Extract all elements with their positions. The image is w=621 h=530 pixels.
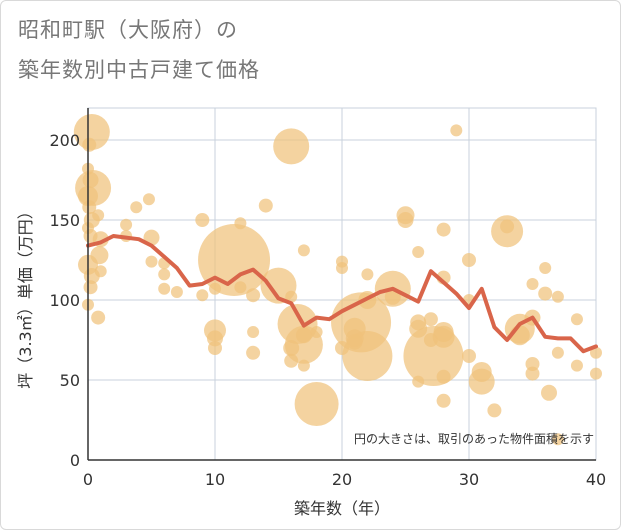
y-axis-label: 坪（3.3㎡）単価（万円）: [16, 203, 35, 388]
bubble-point: [142, 193, 155, 206]
y-tick-label: 50: [60, 371, 80, 390]
bubble-point: [234, 281, 247, 294]
bubble-point: [551, 433, 564, 446]
bubble-point: [436, 222, 451, 237]
bubble-point: [130, 201, 143, 214]
bubble-point: [73, 114, 110, 150]
bubble-point: [462, 253, 476, 267]
bubble-point: [590, 346, 602, 359]
bubble-point: [158, 282, 171, 295]
axes: 0 10 20 30 40 0 50 100 150 200: [49, 108, 606, 489]
bubble-point: [145, 255, 158, 268]
bubble-point: [450, 124, 463, 137]
bubble-point: [247, 326, 260, 338]
bubble-point: [195, 213, 210, 227]
bubble-point: [208, 341, 222, 355]
bubble-point: [590, 367, 602, 380]
bubble-point: [285, 290, 298, 303]
bubble-point: [491, 215, 524, 248]
bubble-point: [412, 246, 425, 258]
bubble-point: [342, 331, 393, 381]
bubble-point: [120, 218, 133, 231]
bubble-point: [94, 265, 107, 278]
bubble-point: [551, 346, 564, 359]
bubble-point: [196, 289, 209, 302]
bubble-point: [525, 357, 540, 371]
bubble-point: [170, 286, 183, 298]
chart-title-line-1: 昭和町駅（大阪府）の: [18, 18, 238, 42]
bubble-point: [551, 290, 564, 303]
bubble-point: [432, 325, 455, 348]
x-axis-label: 築年数（年）: [294, 499, 390, 518]
y-tick-label: 200: [49, 131, 80, 150]
bubble-point: [294, 382, 339, 426]
bubbles: [73, 114, 602, 446]
bubble-point: [423, 312, 438, 327]
y-tick-label: 100: [49, 291, 80, 310]
bubble-point: [487, 403, 502, 418]
x-tick-label: 0: [83, 470, 93, 489]
bubble-point: [570, 359, 583, 372]
bubble-point: [310, 326, 323, 338]
bubble-point: [539, 262, 552, 274]
average-price-line: [86, 234, 598, 354]
bubble-point: [246, 288, 261, 303]
bubble-point: [297, 359, 310, 372]
bubble-point: [234, 217, 247, 230]
y-tick-label: 0: [70, 451, 80, 470]
bubble-point: [297, 244, 310, 257]
bubble-point: [158, 268, 171, 281]
bubble-point: [91, 310, 106, 325]
bubble-point: [397, 212, 414, 228]
bubble-point: [436, 393, 451, 408]
bubble-point: [336, 262, 348, 274]
bubble-point: [541, 384, 558, 401]
x-tick-label: 30: [459, 470, 479, 489]
bubble-point: [273, 128, 310, 165]
y-tick-label: 150: [49, 211, 80, 230]
bubble-point: [83, 280, 98, 295]
bubble-point: [436, 369, 451, 384]
x-tick-label: 10: [205, 470, 225, 489]
bubble-point: [258, 198, 273, 213]
bubble-point: [526, 278, 539, 290]
x-tick-label: 20: [332, 470, 352, 489]
bubble-size-note: 円の大きさは、取引のあった物件面積を示す: [354, 431, 594, 446]
bubble-point: [246, 345, 261, 360]
x-tick-label: 40: [586, 470, 606, 489]
bubble-point: [92, 209, 105, 222]
bubble-point: [468, 368, 495, 395]
trend-line: [86, 234, 598, 354]
bubble-point: [462, 349, 476, 363]
chart-title-line-2: 築年数別中古戸建て価格: [18, 58, 260, 82]
bubble-point: [361, 268, 374, 281]
bubble-point: [570, 313, 583, 326]
bubble-point: [82, 137, 97, 152]
bubble-point: [82, 200, 97, 215]
bubble-point: [198, 224, 271, 296]
bubble-point: [525, 366, 540, 381]
bubble-point: [538, 286, 553, 301]
